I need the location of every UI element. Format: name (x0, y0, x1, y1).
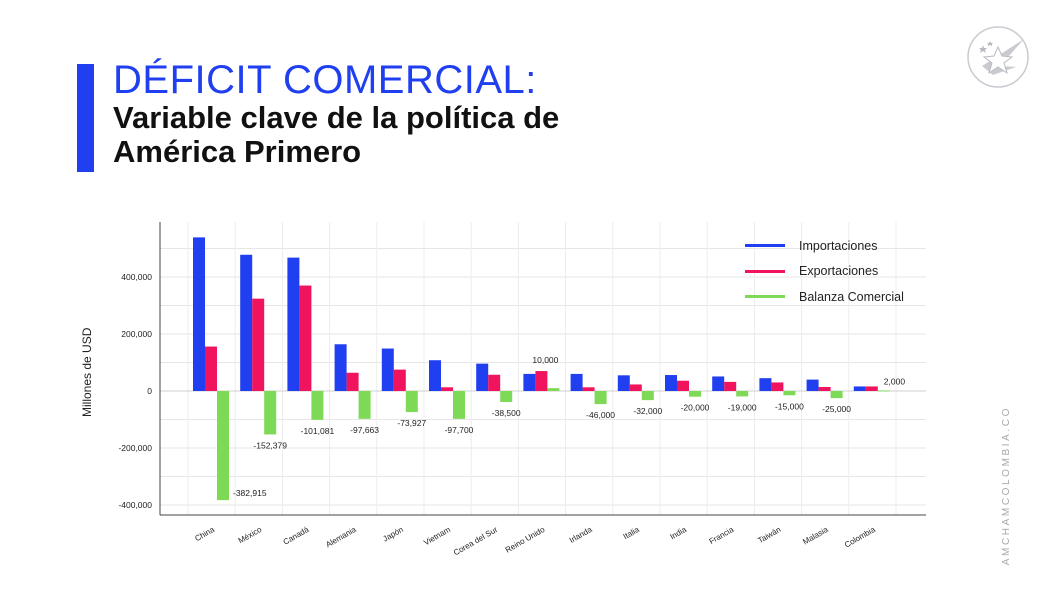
amcham-star-logo-icon (967, 26, 1029, 88)
bar-1-0 (205, 346, 217, 391)
chart-legend: Importaciones Exportaciones Balanza Come… (745, 233, 904, 310)
y-tick-label-1: 200,000 (121, 329, 152, 339)
bar-1-2 (299, 285, 312, 391)
data-label-3: -97,663 (350, 425, 379, 435)
bar-1-3 (346, 372, 359, 391)
legend-item-exportaciones: Exportaciones (745, 259, 904, 285)
bar-2-6 (500, 391, 513, 402)
bar-0-0 (193, 237, 205, 391)
bar-1-10 (677, 380, 689, 391)
bar-1-8 (582, 387, 595, 391)
data-label-4: -73,927 (397, 418, 426, 428)
data-label-1: -152,379 (253, 440, 287, 450)
bar-0-8 (570, 373, 583, 391)
x-tick-label-3: Alemania (324, 525, 358, 550)
legend-label-importaciones: Importaciones (799, 238, 878, 253)
bar-2-0 (217, 391, 229, 501)
x-tick-label-11: Francia (708, 525, 736, 546)
x-tick-label-12: Taiwán (756, 525, 782, 545)
title-accent-bar (77, 64, 94, 172)
bar-2-1 (264, 391, 277, 435)
bar-0-4 (381, 348, 394, 391)
data-label-10: -20,000 (681, 403, 710, 413)
bar-1-12 (771, 382, 784, 391)
data-label-11: -19,000 (728, 402, 757, 412)
bar-2-12 (783, 391, 796, 396)
bar-1-6 (488, 374, 501, 391)
bar-2-7 (547, 388, 560, 391)
legend-label-exportaciones: Exportaciones (799, 264, 879, 279)
data-label-9: -32,000 (633, 406, 662, 416)
data-label-2: -101,081 (301, 426, 335, 436)
bar-2-10 (689, 391, 701, 397)
bar-1-14 (865, 386, 878, 391)
bar-2-3 (358, 391, 371, 419)
bar-2-9 (641, 391, 654, 401)
data-label-6: -38,500 (492, 408, 521, 418)
y-tick-label-3: -200,000 (118, 443, 152, 453)
bar-1-9 (629, 384, 642, 391)
bar-1-1 (252, 298, 265, 391)
page-subtitle: Variable clave de la política de América… (113, 100, 560, 169)
bar-0-5 (429, 360, 441, 391)
bar-0-13 (806, 379, 819, 391)
data-label-5: -97,700 (445, 425, 474, 435)
bar-2-13 (830, 391, 843, 399)
bar-1-13 (818, 387, 831, 391)
data-label-8: -46,000 (586, 410, 615, 420)
bar-2-11 (736, 391, 749, 397)
y-tick-label-0: 400,000 (121, 272, 152, 282)
bar-0-3 (334, 344, 347, 391)
bar-1-4 (393, 369, 406, 391)
bar-2-8 (594, 391, 607, 405)
legend-label-balanza: Balanza Comercial (799, 289, 904, 304)
legend-swatch-exportaciones (745, 269, 785, 273)
bar-0-9 (617, 375, 630, 391)
x-tick-label-14: Colombia (843, 525, 877, 550)
data-label-0: -382,915 (233, 488, 267, 498)
x-tick-label-7: Reino Unido (504, 525, 547, 555)
page-title: DÉFICIT COMERCIAL: (113, 58, 537, 102)
legend-swatch-balanza (745, 295, 785, 299)
legend-item-balanza: Balanza Comercial (745, 284, 904, 310)
bar-0-12 (759, 378, 772, 391)
x-tick-label-5: Vietnam (422, 525, 452, 548)
bar-0-10 (665, 375, 677, 391)
bar-0-1 (240, 254, 253, 391)
x-tick-label-8: Irlanda (568, 525, 594, 545)
data-label-14: 2,000 (884, 376, 906, 386)
bar-2-5 (453, 391, 465, 419)
data-label-12: -15,000 (775, 401, 804, 411)
bar-0-7 (523, 373, 536, 391)
bar-2-14 (877, 390, 890, 392)
x-tick-label-9: Italia (622, 525, 642, 542)
legend-swatch-importaciones (745, 244, 785, 248)
x-tick-label-2: Canadá (282, 525, 311, 547)
x-tick-label-1: México (237, 525, 264, 546)
data-label-7: 10,000 (532, 355, 558, 365)
bar-2-4 (405, 391, 418, 413)
bar-0-2 (287, 257, 300, 391)
data-label-13: -25,000 (822, 404, 851, 414)
x-tick-label-13: Malasia (801, 525, 830, 547)
legend-item-importaciones: Importaciones (745, 233, 904, 259)
y-tick-label-4: -400,000 (118, 500, 152, 510)
bar-2-2 (311, 391, 324, 420)
x-tick-label-4: Japón (381, 525, 404, 544)
x-tick-label-6: Corea del Sur (452, 525, 500, 558)
bar-1-11 (724, 381, 737, 391)
y-tick-label-2: 0 (147, 386, 152, 396)
bar-1-7 (535, 371, 548, 391)
bar-0-6 (476, 363, 489, 391)
x-tick-label-0: China (193, 525, 216, 544)
bar-1-5 (441, 387, 453, 391)
bar-0-11 (712, 376, 725, 391)
bar-0-14 (853, 386, 866, 391)
x-tick-label-10: India (668, 525, 688, 542)
